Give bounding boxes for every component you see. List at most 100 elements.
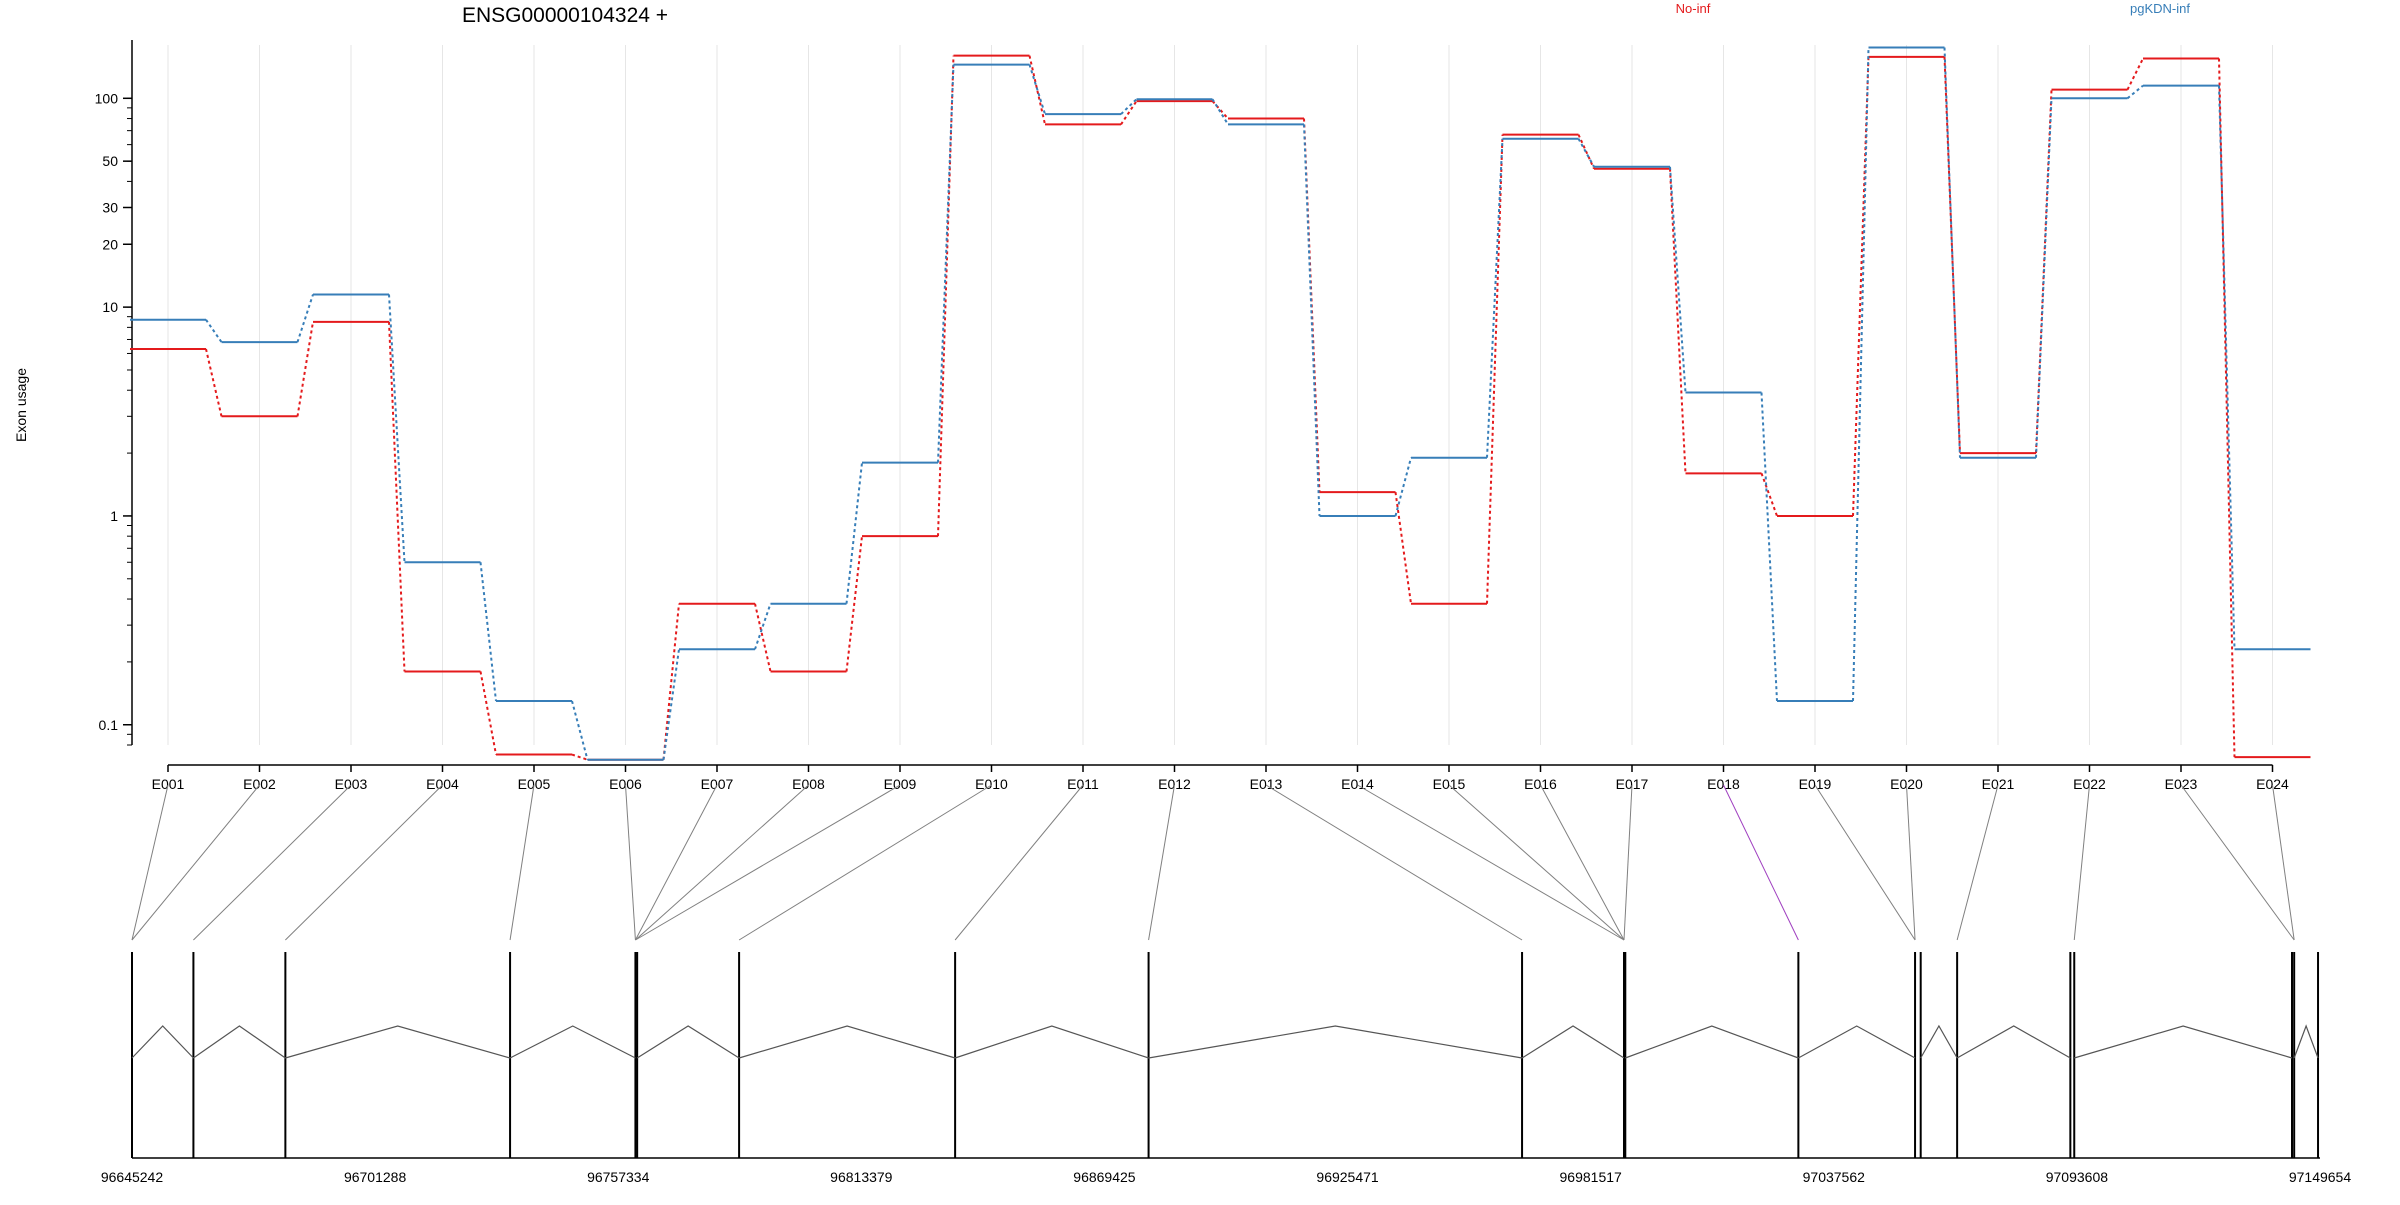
connector-E018 <box>1723 784 1799 941</box>
x-tick-label-E009: E009 <box>884 776 917 792</box>
series-connector <box>388 294 406 563</box>
intron-arc <box>1798 1025 1916 1059</box>
series-connector <box>1577 134 1595 170</box>
series-connector <box>662 603 680 760</box>
y-tick-label: 20 <box>102 236 118 252</box>
series-pgKDN-inf <box>130 46 2311 761</box>
genomic-tick-label: 97037562 <box>1803 1169 1866 1185</box>
series-connector <box>1211 98 1229 125</box>
intron-arc <box>636 1025 740 1059</box>
series-connector <box>571 700 589 760</box>
series-connector <box>937 55 955 537</box>
series-connector <box>479 671 497 755</box>
series-connector <box>1852 47 1870 701</box>
connector-E024 <box>2272 784 2295 941</box>
intron-arc <box>1148 1025 1523 1059</box>
x-tick-label-E013: E013 <box>1250 776 1283 792</box>
connector-E006 <box>625 784 636 941</box>
connector-E019 <box>1814 784 1916 941</box>
x-tick-label-E024: E024 <box>2256 776 2289 792</box>
series-connector <box>1943 47 1961 458</box>
connector-E002 <box>131 784 260 941</box>
y-tick-label: 1 <box>110 508 118 524</box>
genomic-tick-label: 96701288 <box>344 1169 407 1185</box>
connector-E011 <box>954 784 1084 941</box>
axes: 0.1 1 10 20 30 50 100 E001 E002 E003 E004 E005 E006 E… <box>95 40 2289 792</box>
connector-E015 <box>1448 784 1625 941</box>
x-tick-label-E012: E012 <box>1158 776 1191 792</box>
intron-arc <box>2293 1024 2319 1059</box>
connector-E021 <box>1956 784 1999 941</box>
x-tick-label-E023: E023 <box>2165 776 2198 792</box>
x-tick-label-E008: E008 <box>792 776 825 792</box>
series-connector <box>1211 100 1229 120</box>
series-connector <box>296 321 314 417</box>
series-connector <box>754 603 772 650</box>
intron-arc <box>1920 1024 1958 1059</box>
y-tick-label: 50 <box>102 153 118 169</box>
connector-E001 <box>131 784 169 941</box>
x-tick-label-E022: E022 <box>2073 776 2106 792</box>
x-tick-label-E015: E015 <box>1433 776 1466 792</box>
y-tick-label: 0.1 <box>99 717 119 733</box>
series-connector <box>2126 84 2144 100</box>
series-connector <box>1669 168 1687 474</box>
connector-E022 <box>2073 784 2090 941</box>
x-tick-label-E007: E007 <box>701 776 734 792</box>
series-connector <box>1943 56 1961 454</box>
series-connector <box>1760 472 1778 517</box>
series-connector <box>2218 85 2236 650</box>
x-tick-label-E020: E020 <box>1890 776 1923 792</box>
intron-arc <box>509 1025 636 1059</box>
series-connector <box>571 753 588 761</box>
chart-title: ENSG00000104324 + <box>462 4 668 27</box>
genomic-tick-label: 96925471 <box>1316 1169 1379 1185</box>
gene-model: 96645242 96701288 96757334 96813379 96869425… <box>101 952 2351 1185</box>
genomic-tick-label: 96813379 <box>830 1169 893 1185</box>
connector-E020 <box>1906 784 1916 941</box>
x-tick-label-E004: E004 <box>426 776 459 792</box>
intron-arc <box>738 1025 956 1059</box>
intron-arc <box>2074 1025 2293 1059</box>
connector-E003 <box>193 784 352 941</box>
intron-arc <box>1521 1025 1625 1059</box>
genomic-tick-label: 96981517 <box>1560 1169 1623 1185</box>
series-connector <box>2126 58 2144 91</box>
series-connector <box>1120 100 1138 125</box>
connector-E013 <box>1265 784 1523 941</box>
legend-entry-pgkdn-inf: pgKDN-inf <box>2130 1 2190 16</box>
connector-E005 <box>509 784 535 941</box>
series-connector <box>388 321 406 672</box>
y-tick-label: 30 <box>102 199 118 215</box>
x-tick-label-E001: E001 <box>152 776 185 792</box>
series-connector <box>1486 134 1504 604</box>
series-connector <box>479 562 497 702</box>
x-tick-label-E017: E017 <box>1616 776 1649 792</box>
connector-E007 <box>634 784 718 941</box>
series-connector <box>1028 64 1046 115</box>
x-tick-label-E019: E019 <box>1799 776 1832 792</box>
connector-E023 <box>2180 784 2295 941</box>
x-tick-label-E002: E002 <box>243 776 276 792</box>
series-connector <box>1577 138 1595 168</box>
connector-E014 <box>1357 784 1625 941</box>
series-connector <box>1303 124 1321 516</box>
series-connector <box>1760 392 1778 702</box>
series-connector <box>845 536 863 672</box>
gridlines <box>167 45 2273 745</box>
x-tick-label-E003: E003 <box>335 776 368 792</box>
x-tick-label-E005: E005 <box>518 776 551 792</box>
intron-arc <box>954 1025 1149 1059</box>
genomic-tick-label: 96869425 <box>1073 1169 1136 1185</box>
genomic-tick-label: 96645242 <box>101 1169 164 1185</box>
y-tick-label: 100 <box>95 90 119 106</box>
connector-E012 <box>1148 784 1175 941</box>
series-connector <box>205 319 223 343</box>
connector-E009 <box>635 784 901 941</box>
intron-arc <box>1956 1025 2071 1059</box>
genomic-tick-label: 97093608 <box>2046 1169 2109 1185</box>
connector-E017 <box>1623 784 1633 941</box>
series-connector <box>1394 457 1412 517</box>
series-connector <box>845 462 863 604</box>
